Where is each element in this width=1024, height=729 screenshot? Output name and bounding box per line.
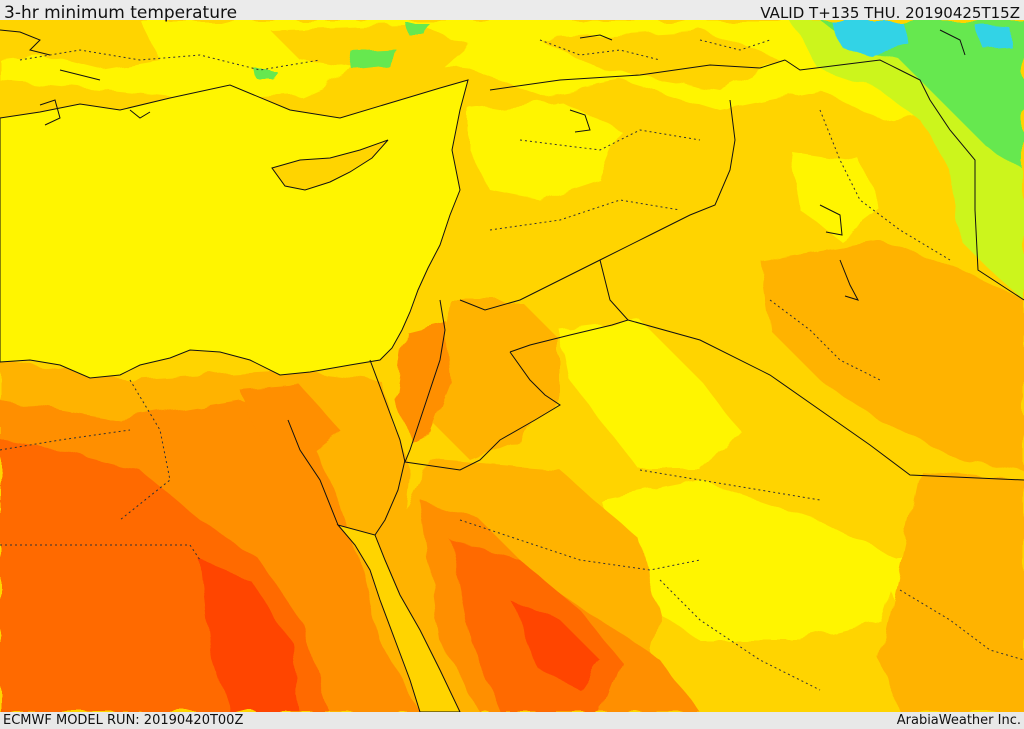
- credit-label: ArabiaWeather Inc.: [896, 713, 1021, 728]
- zone-green-spot-3: [256, 70, 276, 80]
- map-header: 3-hr minimum temperature VALID T+135 THU…: [0, 0, 1024, 23]
- zone-egypt-red: [200, 560, 300, 712]
- cyprus-island: [271, 139, 389, 191]
- coastlines: [0, 29, 966, 301]
- zone-saudi-red: [510, 600, 600, 690]
- gulf-of-aqaba: [374, 459, 406, 536]
- temperature-field: [0, 20, 1024, 712]
- zone-north-yellow: [0, 20, 1024, 140]
- zone-green-spot: [350, 48, 395, 72]
- zone-gulf-amber: [880, 470, 1024, 712]
- map-title: 3-hr minimum temperature: [4, 3, 238, 23]
- zone-iraq-amber: [760, 240, 1024, 470]
- zone-turkey-gold-3: [0, 20, 160, 70]
- valid-time-label: VALID T+135 THU. 20190425T15Z: [760, 4, 1020, 22]
- zone-syria-yellow: [470, 100, 620, 200]
- mediterranean-sea: [0, 79, 469, 379]
- red-sea: [336, 524, 461, 712]
- zone-jordan-valley-orange: [395, 320, 450, 440]
- temperature-map: [0, 20, 1024, 712]
- model-run-label: ECMWF MODEL RUN: 20190420T00Z: [3, 713, 244, 728]
- zone-jordan-amber: [430, 300, 560, 460]
- zone-northeast-green: [820, 20, 1024, 170]
- zone-saudi-yellow: [600, 480, 900, 640]
- zone-northeast-cyan: [830, 20, 910, 55]
- map-footer: ECMWF MODEL RUN: 20190420T00Z ArabiaWeat…: [0, 712, 1024, 729]
- gulf-of-suez: [287, 419, 339, 526]
- zone-green-spot-2: [405, 22, 428, 34]
- internal-boundaries: [0, 39, 1024, 691]
- zone-cyan-spot: [975, 25, 1012, 50]
- zone-sinai-orange: [240, 385, 340, 460]
- zone-iraq-yellow: [790, 150, 880, 240]
- zone-jordan-yellow: [560, 320, 740, 470]
- country-borders: [369, 59, 1024, 481]
